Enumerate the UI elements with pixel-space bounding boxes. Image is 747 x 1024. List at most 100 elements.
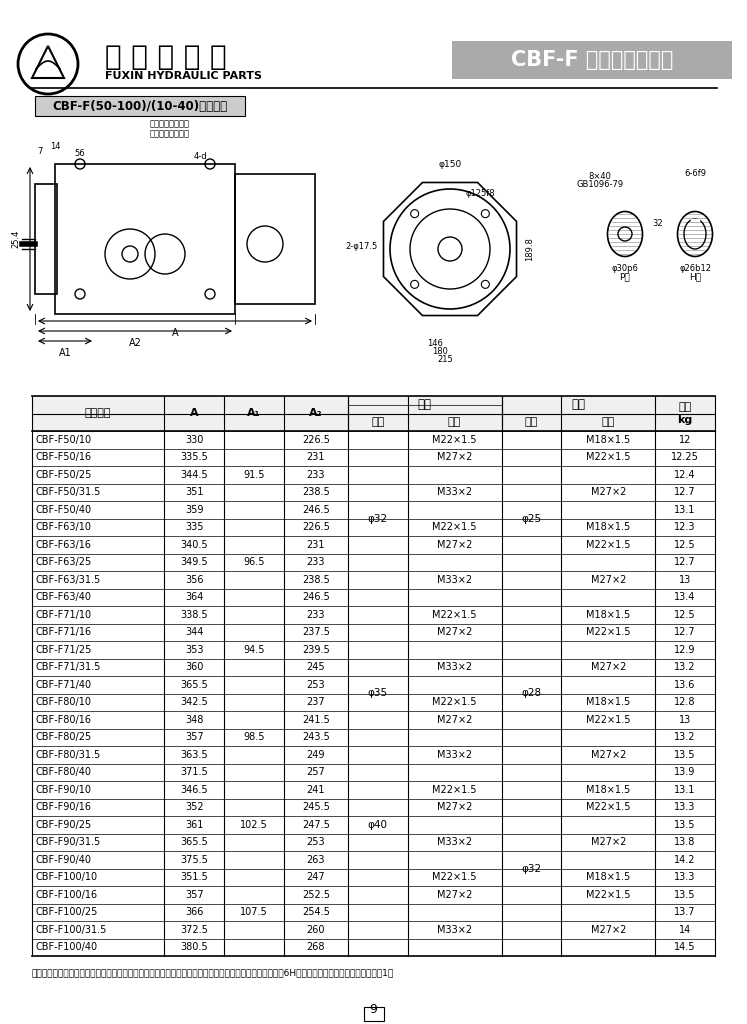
Text: 12.7: 12.7 [675, 557, 696, 567]
Text: φ26b12: φ26b12 [679, 264, 711, 273]
Text: 102.5: 102.5 [240, 820, 268, 829]
Text: 重量
kg: 重量 kg [678, 402, 692, 425]
Text: M18×1.5: M18×1.5 [586, 609, 630, 620]
Text: M27×2: M27×2 [591, 838, 626, 847]
Text: 351.5: 351.5 [180, 872, 208, 883]
Text: 12.7: 12.7 [675, 628, 696, 637]
Text: 364: 364 [185, 592, 203, 602]
Text: 357: 357 [185, 732, 203, 742]
Text: M18×1.5: M18×1.5 [586, 522, 630, 532]
Text: CBF-F50/16: CBF-F50/16 [36, 453, 92, 462]
Text: 8×40: 8×40 [589, 172, 612, 181]
Text: 13.7: 13.7 [675, 907, 696, 918]
Text: 13.8: 13.8 [675, 838, 695, 847]
Text: 12.8: 12.8 [675, 697, 696, 708]
Text: M33×2: M33×2 [437, 663, 472, 672]
FancyBboxPatch shape [452, 41, 732, 79]
Text: A: A [172, 328, 179, 338]
Text: M22×1.5: M22×1.5 [586, 802, 630, 812]
Text: 产品型号: 产品型号 [85, 409, 111, 419]
Text: 253: 253 [306, 680, 325, 690]
Text: 247: 247 [306, 872, 325, 883]
Text: 12: 12 [679, 435, 691, 444]
Text: 330: 330 [185, 435, 203, 444]
Text: 12.7: 12.7 [675, 487, 696, 498]
Text: M18×1.5: M18×1.5 [586, 784, 630, 795]
Text: 12.25: 12.25 [672, 453, 699, 462]
Text: FUXIN HYDRAULIC PARTS: FUXIN HYDRAULIC PARTS [105, 71, 262, 81]
Bar [35, 184, 57, 294]
Text: 98.5: 98.5 [244, 732, 264, 742]
Text: M27×2: M27×2 [591, 574, 626, 585]
Text: CBF-F50/10: CBF-F50/10 [36, 435, 92, 444]
Text: 13: 13 [679, 574, 691, 585]
Text: 25.4: 25.4 [11, 229, 20, 248]
Text: φ32: φ32 [368, 513, 388, 523]
Text: 231: 231 [306, 540, 325, 550]
Text: 13.5: 13.5 [675, 890, 696, 900]
Text: M33×2: M33×2 [437, 574, 472, 585]
Text: CBF-F50/40: CBF-F50/40 [36, 505, 92, 515]
Text: 237: 237 [306, 697, 325, 708]
Text: 107.5: 107.5 [240, 907, 268, 918]
Text: 241: 241 [306, 784, 325, 795]
Text: φ40: φ40 [368, 820, 388, 829]
Text: M18×1.5: M18×1.5 [586, 697, 630, 708]
Text: 257: 257 [306, 767, 325, 777]
Text: 2-φ17.5: 2-φ17.5 [346, 242, 378, 251]
Text: CBF-F71/40: CBF-F71/40 [36, 680, 92, 690]
Text: 233: 233 [306, 609, 325, 620]
Text: M22×1.5: M22×1.5 [433, 872, 477, 883]
Text: 91.5: 91.5 [244, 470, 264, 480]
Text: 246.5: 246.5 [302, 592, 329, 602]
Text: 56: 56 [75, 150, 85, 158]
Text: 146: 146 [427, 339, 443, 348]
Text: M27×2: M27×2 [437, 453, 472, 462]
Text: M27×2: M27×2 [437, 540, 472, 550]
Text: M27×2: M27×2 [591, 925, 626, 935]
Text: A2: A2 [128, 338, 141, 348]
Text: 245.5: 245.5 [302, 802, 330, 812]
Text: CBF-F 系列高压齿轮泵: CBF-F 系列高压齿轮泵 [511, 50, 673, 70]
Text: M22×1.5: M22×1.5 [586, 890, 630, 900]
Text: 12.3: 12.3 [675, 522, 696, 532]
Text: 238.5: 238.5 [302, 574, 329, 585]
Text: CBF-F90/40: CBF-F90/40 [36, 855, 92, 864]
Text: CBF-F100/40: CBF-F100/40 [36, 942, 98, 952]
Text: 后泵: 后泵 [601, 417, 615, 427]
Text: 13.9: 13.9 [675, 767, 695, 777]
Text: 13.5: 13.5 [675, 750, 696, 760]
Text: CBF-F100/16: CBF-F100/16 [36, 890, 98, 900]
Text: M22×1.5: M22×1.5 [433, 609, 477, 620]
Text: A1: A1 [58, 348, 72, 358]
Text: 13.2: 13.2 [675, 663, 696, 672]
Text: 32: 32 [653, 219, 663, 228]
Text: 12.4: 12.4 [675, 470, 696, 480]
Text: M33×2: M33×2 [437, 487, 472, 498]
Text: 4-d: 4-d [193, 152, 207, 161]
Text: M27×2: M27×2 [591, 750, 626, 760]
Text: 14: 14 [679, 925, 691, 935]
Text: 215: 215 [437, 355, 453, 364]
Text: 268: 268 [306, 942, 325, 952]
Text: 375.5: 375.5 [180, 855, 208, 864]
Text: M22×1.5: M22×1.5 [433, 435, 477, 444]
Text: 260: 260 [306, 925, 325, 935]
Text: P型: P型 [619, 272, 630, 281]
Text: 出口: 出口 [571, 398, 586, 412]
Text: 247.5: 247.5 [302, 820, 330, 829]
Text: CBF-F71/16: CBF-F71/16 [36, 628, 92, 637]
Text: φ150: φ150 [438, 160, 462, 169]
Text: CBF-F50/25: CBF-F50/25 [36, 470, 93, 480]
Text: 360: 360 [185, 663, 203, 672]
Text: 12.5: 12.5 [675, 609, 696, 620]
Text: CBF-F80/25: CBF-F80/25 [36, 732, 92, 742]
Text: CBF-F71/10: CBF-F71/10 [36, 609, 92, 620]
Text: 246.5: 246.5 [302, 505, 329, 515]
Text: M22×1.5: M22×1.5 [586, 453, 630, 462]
Text: 253: 253 [306, 838, 325, 847]
Text: 226.5: 226.5 [302, 522, 330, 532]
Text: 注：前后泵各自有吸、出油口，位置在各自泵体的两侧。两侧距离与相应单泵距离相同。连接内螺纹精度为6H，前泵相应吸口的有关连接尺寸见表1。: 注：前后泵各自有吸、出油口，位置在各自泵体的两侧。两侧距离与相应单泵距离相同。连… [32, 968, 394, 977]
Text: 233: 233 [306, 557, 325, 567]
Text: M27×2: M27×2 [437, 715, 472, 725]
